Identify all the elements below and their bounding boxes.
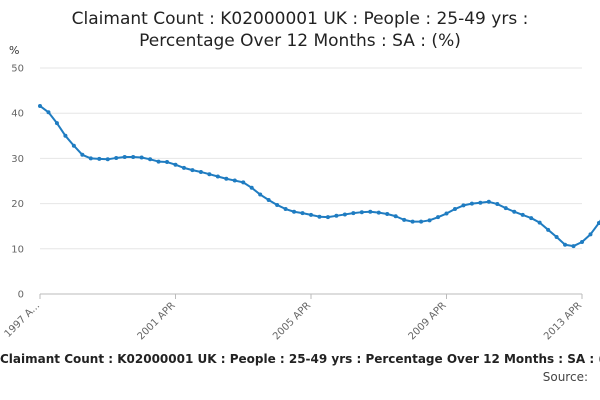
data-point	[317, 214, 322, 219]
data-point	[563, 242, 568, 247]
y-tick-label: 50	[11, 64, 24, 75]
data-point	[292, 209, 297, 214]
data-point	[300, 211, 305, 216]
data-point	[325, 215, 330, 220]
data-point	[173, 162, 178, 167]
x-tick-label: 2009 APR	[407, 300, 449, 342]
chart-title: Claimant Count : K02000001 UK : People :…	[0, 8, 600, 52]
data-point	[376, 210, 381, 215]
data-point	[503, 206, 508, 211]
data-point	[283, 207, 288, 212]
data-point	[546, 227, 551, 232]
data-point	[215, 174, 220, 179]
data-point	[63, 133, 68, 138]
data-point	[588, 232, 593, 237]
y-tick-label: 10	[11, 244, 24, 255]
y-tick-label: 40	[11, 109, 24, 120]
data-point	[309, 212, 313, 217]
data-point	[38, 103, 42, 108]
data-point	[46, 110, 51, 115]
x-tick-label: 1997 A...	[3, 300, 42, 339]
data-point	[529, 216, 534, 221]
chart-caption: Claimant Count : K02000001 UK : People :…	[0, 352, 600, 366]
data-point	[427, 218, 432, 223]
chart-title-line-2: Percentage Over 12 Months : SA : (%)	[139, 31, 461, 51]
data-point	[165, 160, 170, 165]
data-point	[241, 180, 246, 185]
data-point	[275, 202, 280, 207]
data-point	[478, 200, 483, 205]
data-point	[351, 211, 356, 216]
y-axis-ticks: 0 10 20 30 40 50	[11, 64, 24, 301]
data-point	[54, 121, 59, 126]
data-point	[402, 217, 407, 222]
data-point	[444, 211, 449, 216]
data-point	[198, 169, 203, 174]
data-point	[114, 155, 119, 160]
x-tick-label: 2001 APR	[136, 300, 178, 342]
data-series	[38, 103, 600, 249]
data-point	[156, 159, 161, 164]
data-point	[232, 178, 237, 183]
data-point	[139, 155, 144, 160]
y-tick-label: 0	[18, 290, 24, 301]
data-point	[410, 219, 415, 224]
data-point	[207, 172, 212, 177]
data-point	[520, 212, 525, 217]
chart-gridlines	[40, 67, 582, 295]
data-point	[512, 209, 517, 214]
data-point	[393, 214, 398, 219]
data-point	[266, 197, 271, 202]
data-point	[181, 165, 186, 170]
data-point	[359, 210, 364, 215]
data-point	[131, 155, 136, 160]
data-point	[580, 240, 584, 245]
data-point	[122, 155, 127, 160]
series-line	[39, 105, 600, 248]
chart-title-line-1: Claimant Count : K02000001 UK : People :…	[71, 9, 529, 29]
data-point	[258, 192, 263, 197]
data-point	[148, 157, 153, 162]
data-point	[537, 220, 542, 225]
x-tick-label: 2005 APR	[271, 300, 313, 342]
data-point	[80, 152, 85, 157]
data-point	[368, 209, 373, 214]
data-point	[190, 168, 195, 173]
data-point	[495, 202, 500, 207]
data-point	[571, 244, 576, 249]
data-point	[105, 157, 110, 162]
data-point	[554, 235, 559, 240]
data-point	[452, 207, 457, 212]
data-point	[88, 156, 93, 161]
y-axis-unit-label: %	[9, 44, 20, 57]
data-point	[342, 212, 347, 217]
data-point	[469, 201, 474, 206]
y-tick-label: 30	[11, 154, 24, 165]
data-point	[334, 213, 339, 218]
x-axis: 1997 A... 2001 APR 2005 APR 2009 APR 2013 AP…	[3, 294, 584, 342]
data-point	[385, 211, 390, 216]
data-point	[97, 156, 102, 161]
data-point	[436, 215, 441, 220]
data-point	[461, 203, 466, 208]
data-point	[224, 176, 229, 181]
data-point	[419, 219, 424, 224]
data-point	[249, 185, 254, 190]
data-point	[596, 221, 600, 226]
x-tick-label: 2013 APR	[542, 300, 584, 342]
data-point	[486, 199, 491, 204]
y-tick-label: 20	[11, 199, 24, 210]
source-label: Source:	[542, 370, 588, 384]
data-point	[71, 143, 76, 148]
